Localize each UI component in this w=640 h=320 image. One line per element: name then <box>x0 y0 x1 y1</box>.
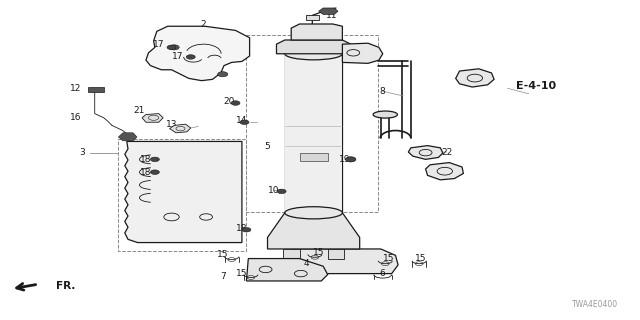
Text: 4: 4 <box>303 260 308 268</box>
Bar <box>246 35 378 212</box>
Text: FR.: FR. <box>56 281 75 291</box>
Ellipse shape <box>373 111 397 118</box>
Polygon shape <box>125 141 242 243</box>
Bar <box>118 139 246 251</box>
Text: 8: 8 <box>380 87 385 96</box>
Text: TWA4E0400: TWA4E0400 <box>572 300 618 309</box>
Circle shape <box>169 45 179 50</box>
Polygon shape <box>306 15 319 20</box>
Text: 20: 20 <box>223 97 235 106</box>
Polygon shape <box>300 153 328 161</box>
Text: 15: 15 <box>415 254 427 263</box>
Circle shape <box>150 157 159 162</box>
Text: 15: 15 <box>313 248 324 257</box>
Text: 5: 5 <box>265 142 270 151</box>
Polygon shape <box>408 146 443 159</box>
Circle shape <box>150 170 159 174</box>
Circle shape <box>218 72 228 77</box>
Text: 9: 9 <box>476 75 481 84</box>
Polygon shape <box>118 133 137 141</box>
Polygon shape <box>246 259 328 281</box>
Polygon shape <box>142 114 163 122</box>
Polygon shape <box>285 54 342 213</box>
Text: E-4-10: E-4-10 <box>516 81 556 91</box>
Polygon shape <box>319 8 338 14</box>
Text: 17: 17 <box>172 52 184 60</box>
Text: 14: 14 <box>236 116 248 125</box>
Ellipse shape <box>285 207 342 219</box>
Text: 19: 19 <box>339 155 350 164</box>
Polygon shape <box>88 87 104 92</box>
Polygon shape <box>328 249 344 259</box>
Circle shape <box>186 55 195 59</box>
Text: 15: 15 <box>383 254 395 263</box>
Polygon shape <box>268 213 360 249</box>
Circle shape <box>346 157 356 162</box>
Polygon shape <box>170 124 191 133</box>
Text: 15: 15 <box>236 269 248 278</box>
Text: 18: 18 <box>236 224 248 233</box>
Text: 18: 18 <box>140 168 152 177</box>
Text: 17: 17 <box>153 40 164 49</box>
Text: 3: 3 <box>79 148 84 156</box>
Text: 10: 10 <box>268 186 280 195</box>
Polygon shape <box>456 69 494 87</box>
Polygon shape <box>426 163 463 180</box>
Circle shape <box>277 189 286 194</box>
Text: 2: 2 <box>201 20 206 28</box>
Polygon shape <box>293 249 398 274</box>
Text: 12: 12 <box>70 84 81 92</box>
Polygon shape <box>283 249 300 259</box>
Text: 16: 16 <box>70 113 81 122</box>
Text: 13: 13 <box>166 120 177 129</box>
Text: 9: 9 <box>444 168 449 177</box>
Circle shape <box>231 101 240 105</box>
Circle shape <box>240 120 249 124</box>
Text: 7: 7 <box>220 272 225 281</box>
Polygon shape <box>291 24 342 40</box>
Text: 15: 15 <box>217 250 228 259</box>
Polygon shape <box>342 43 383 63</box>
Text: 1: 1 <box>342 49 347 58</box>
Text: 21: 21 <box>134 106 145 115</box>
Circle shape <box>242 228 251 232</box>
Text: 22: 22 <box>441 148 452 156</box>
Text: 6: 6 <box>380 269 385 278</box>
Polygon shape <box>276 40 351 54</box>
Circle shape <box>167 45 176 50</box>
Text: 18: 18 <box>140 155 152 164</box>
Polygon shape <box>146 26 250 81</box>
Text: 11: 11 <box>326 11 337 20</box>
Ellipse shape <box>285 48 342 60</box>
